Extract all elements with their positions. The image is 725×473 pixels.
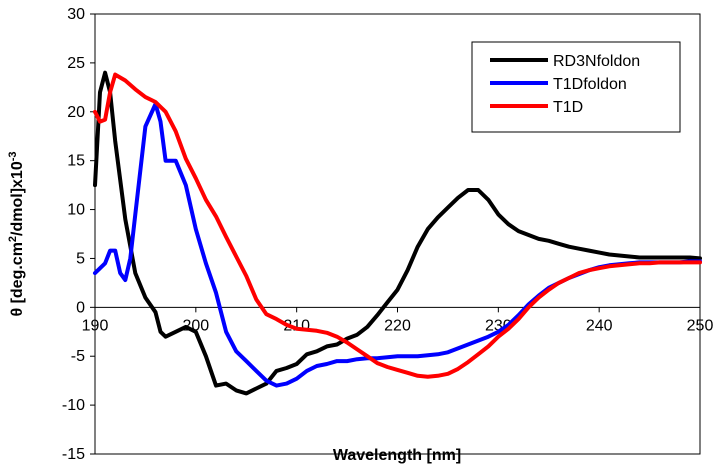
legend-box xyxy=(471,41,681,133)
y-tick-label: 25 xyxy=(67,55,85,72)
series-line-rd3nfoldon xyxy=(93,70,702,396)
y-axis-title-sup1: 2 xyxy=(7,236,19,242)
legend-label-t1d: T1D xyxy=(553,99,583,116)
y-tick-label: -5 xyxy=(71,348,85,365)
y-tick-label: 30 xyxy=(67,6,85,23)
y-axis-title: θ [deg.cm2/dmol]x10-3 xyxy=(7,151,26,316)
y-axis-title-sup2: -3 xyxy=(7,151,19,161)
y-tick-label: 5 xyxy=(76,250,85,267)
series-line-t1d xyxy=(93,72,702,379)
x-tick-label: 250 xyxy=(687,317,714,334)
legend-label-t1dfoldon: T1Dfoldon xyxy=(553,76,627,93)
y-tick-label: 15 xyxy=(67,153,85,170)
y-tick-label: 0 xyxy=(76,299,85,316)
x-tick-label: 190 xyxy=(82,317,109,334)
x-axis-title: Wavelength [nm] xyxy=(333,447,461,464)
y-tick-label: 10 xyxy=(67,202,85,219)
x-tick-label: 220 xyxy=(384,317,411,334)
legend: RD3Nfoldon T1Dfoldon T1D xyxy=(471,41,681,133)
series-lines xyxy=(93,70,702,396)
y-tick-label: -10 xyxy=(62,397,85,414)
y-tick-label: 20 xyxy=(67,104,85,121)
y-tick-label: -15 xyxy=(62,446,85,463)
legend-label-rd3nfoldon: RD3Nfoldon xyxy=(553,53,640,70)
x-tick-label: 240 xyxy=(586,317,613,334)
